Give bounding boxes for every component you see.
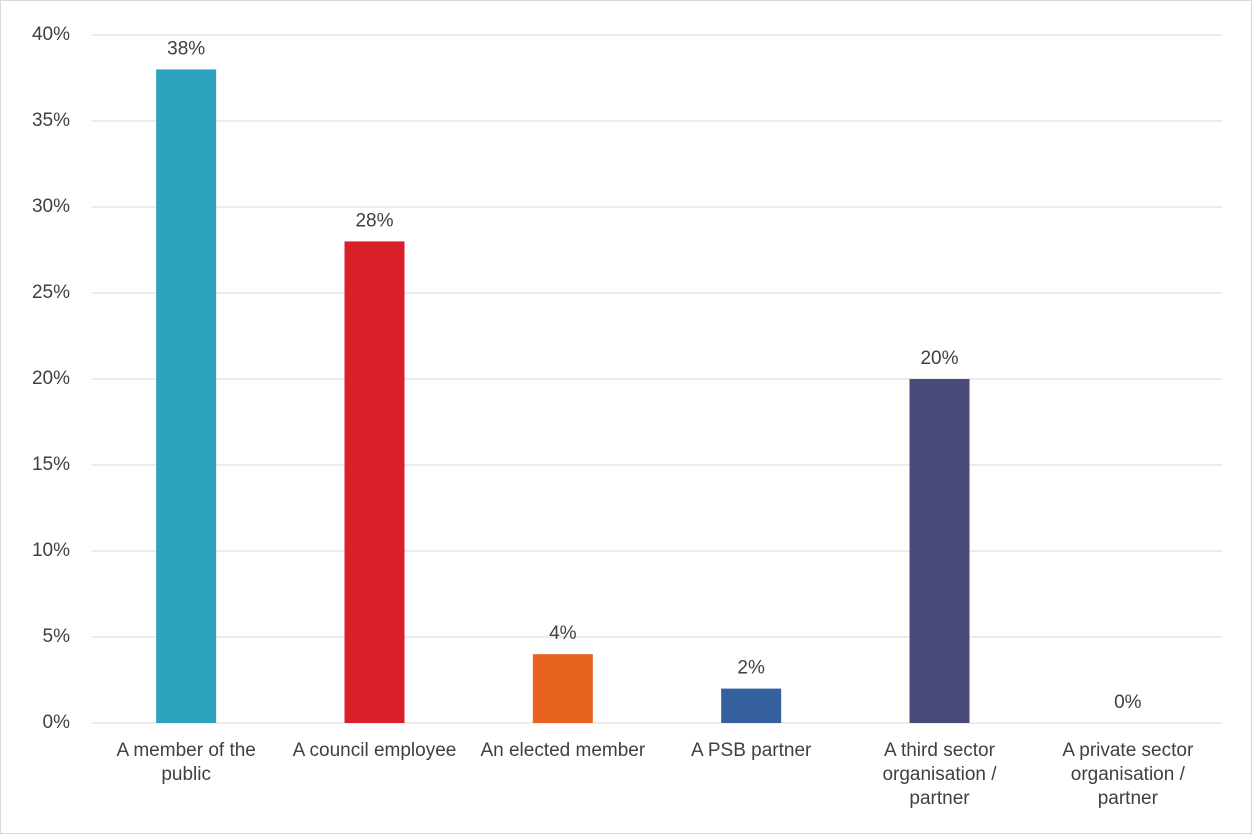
- x-tick-label: A private sector organisation / partner: [1062, 740, 1194, 809]
- data-label: 38%: [167, 38, 205, 59]
- bar: [344, 241, 405, 723]
- data-label: 4%: [549, 623, 577, 644]
- x-tick-label: A member of the public: [116, 740, 256, 785]
- y-tick-label: 30%: [32, 196, 70, 217]
- y-tick-label: 0%: [43, 712, 71, 733]
- data-label: 20%: [920, 348, 958, 369]
- y-tick-label: 25%: [32, 282, 70, 303]
- bar: [532, 654, 593, 723]
- bar: [909, 379, 970, 723]
- y-tick-label: 40%: [32, 24, 70, 45]
- y-tick-label: 10%: [32, 540, 70, 561]
- y-tick-label: 15%: [32, 454, 70, 475]
- bar: [721, 688, 782, 723]
- y-tick-label: 5%: [43, 626, 71, 647]
- data-label: 2%: [737, 658, 765, 679]
- y-tick-label: 35%: [32, 110, 70, 131]
- data-label: 0%: [1114, 692, 1142, 713]
- y-tick-label: 20%: [32, 368, 70, 389]
- bar: [156, 69, 217, 723]
- x-tick-label: A PSB partner: [690, 740, 812, 761]
- x-tick-label: A third sector organisation / partner: [882, 740, 997, 809]
- data-label: 28%: [355, 210, 393, 231]
- x-tick-label: A council employee: [292, 740, 457, 761]
- x-tick-label: An elected member: [480, 740, 646, 761]
